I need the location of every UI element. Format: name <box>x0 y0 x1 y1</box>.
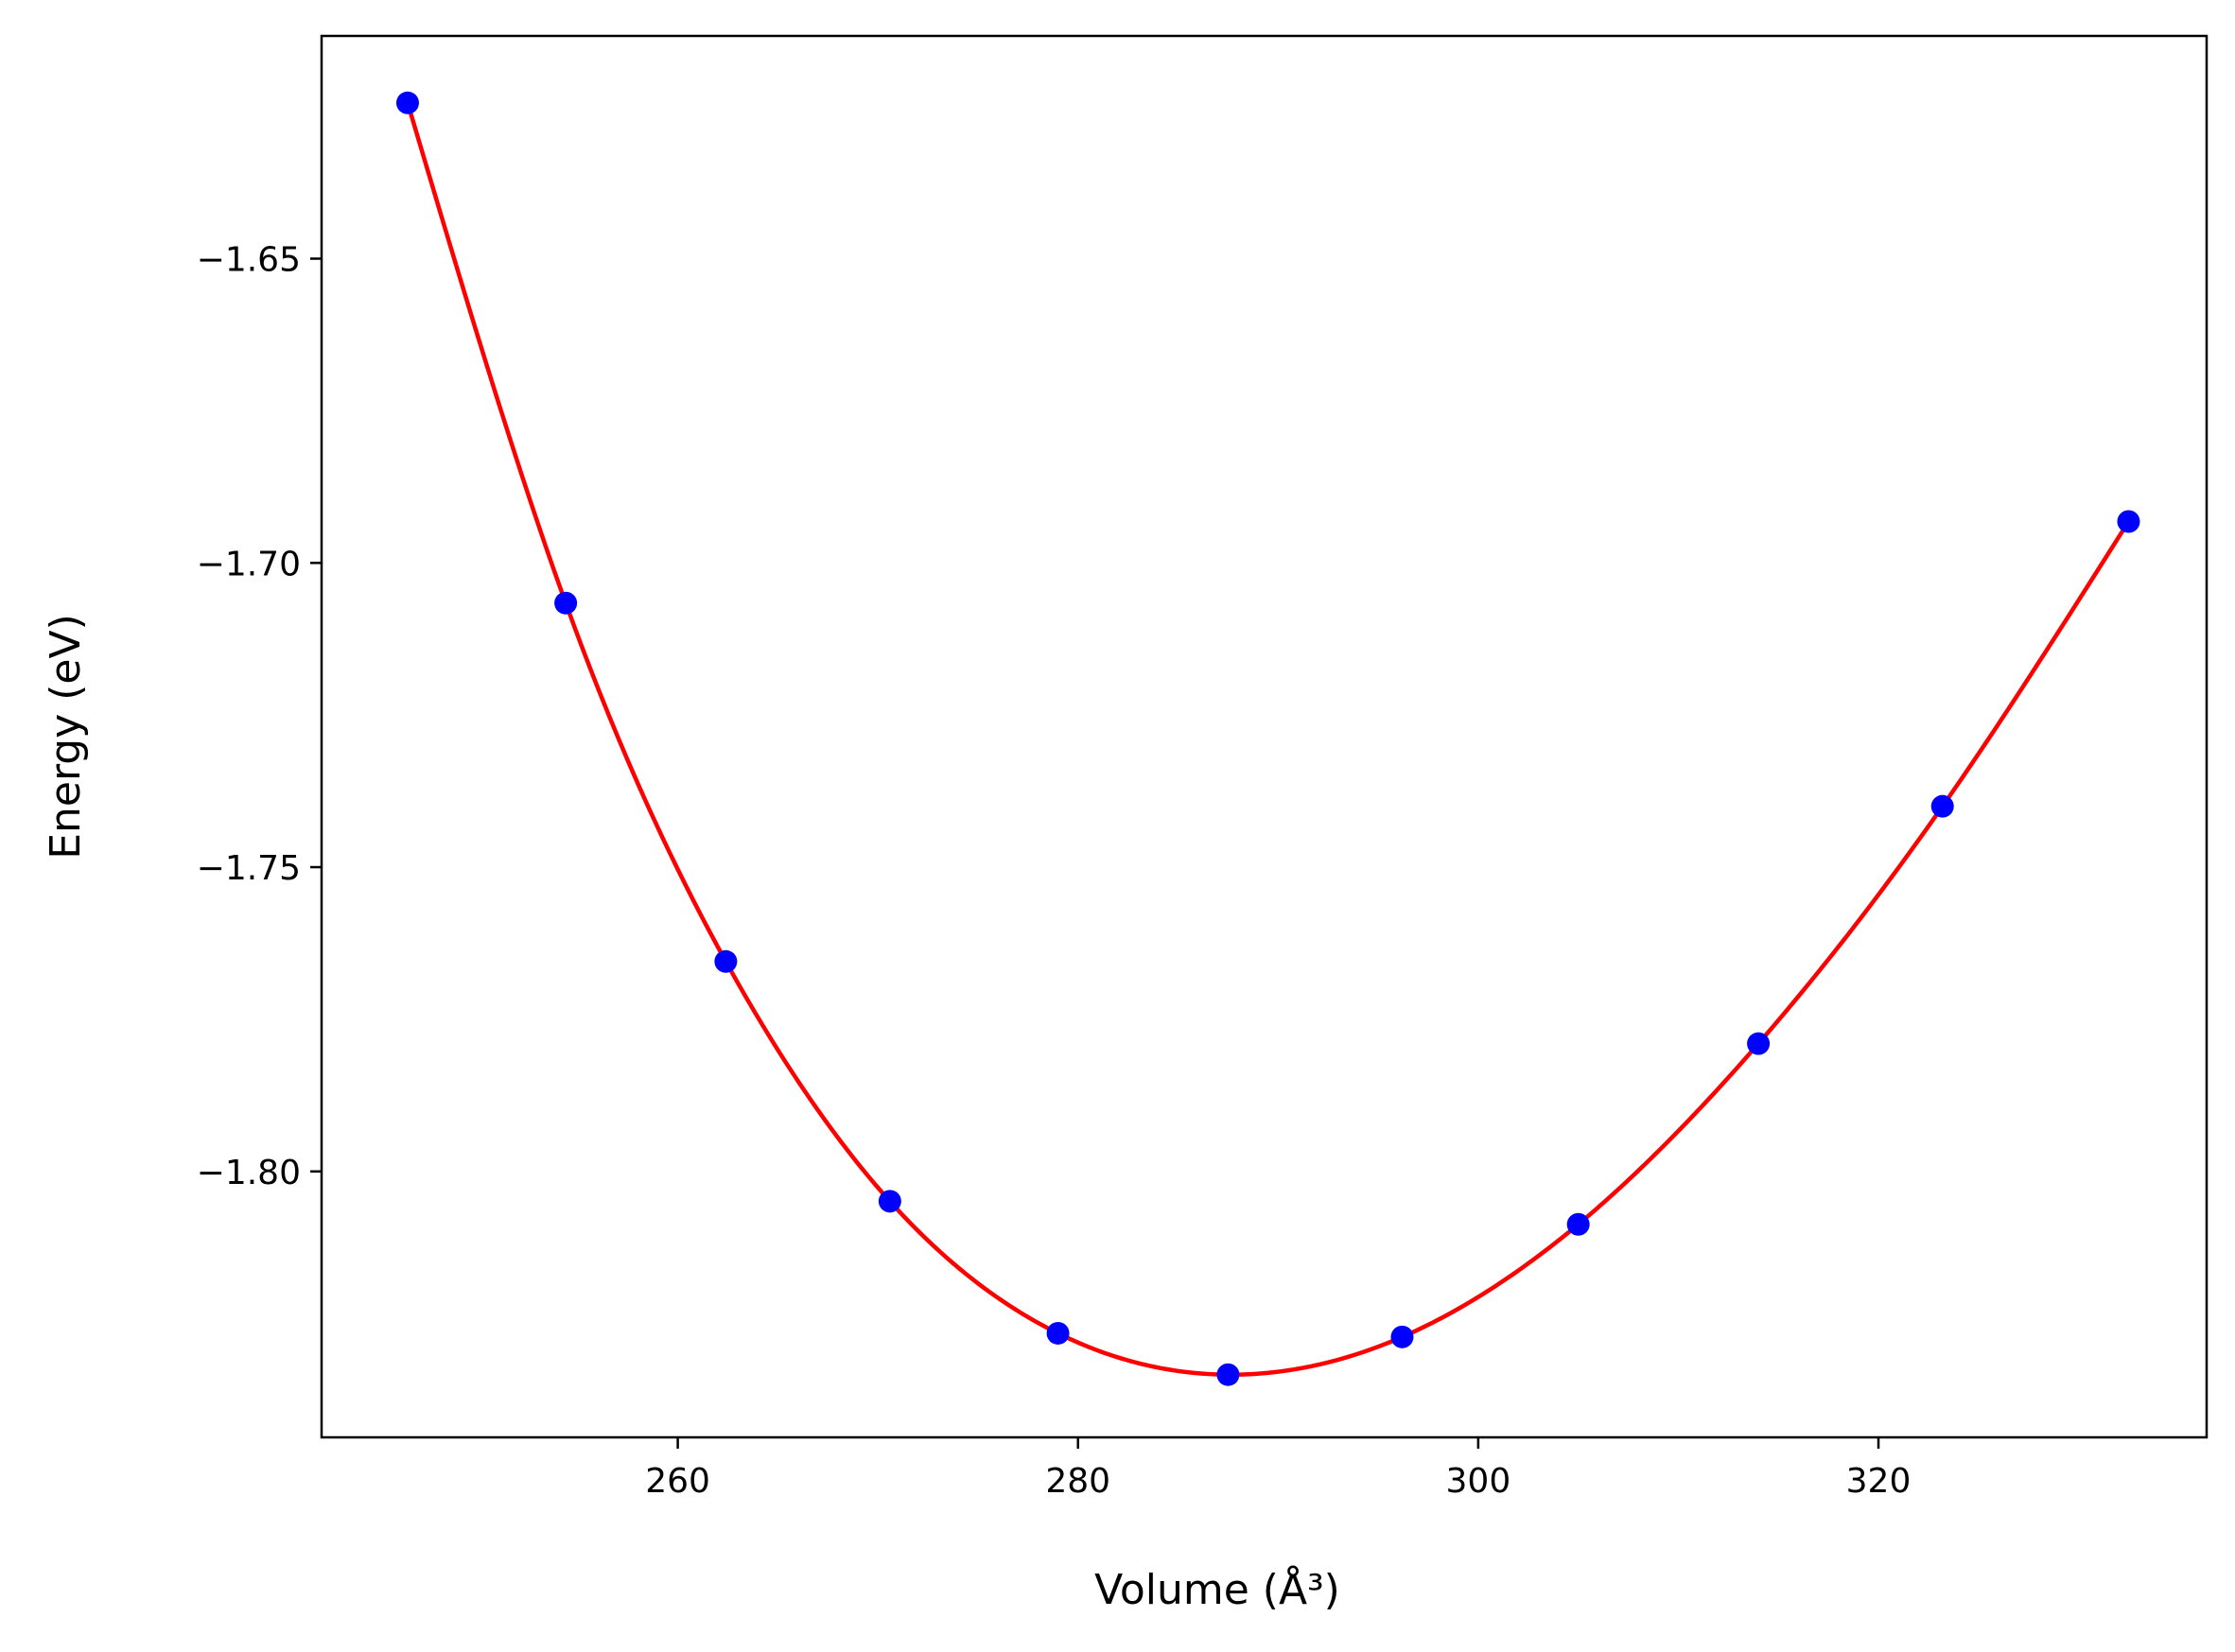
data-points <box>395 91 2140 1386</box>
x-axis-ticks: 260 280 300 320 <box>645 1437 1911 1501</box>
data-point <box>1046 1321 1070 1345</box>
data-point <box>1566 1212 1590 1236</box>
data-point <box>554 591 578 615</box>
x-tick-label: 260 <box>645 1462 710 1501</box>
y-tick-label: −1.65 <box>197 241 301 280</box>
y-tick-label: −1.70 <box>197 545 301 583</box>
x-axis-label: Volume (Å³) <box>1094 1564 1340 1614</box>
data-point <box>1930 794 1954 818</box>
plot-frame <box>320 34 2209 1439</box>
y-tick-label: −1.80 <box>197 1154 301 1192</box>
data-point <box>2117 510 2140 533</box>
data-point <box>395 91 419 114</box>
data-point <box>1216 1363 1240 1386</box>
x-tick-label: 300 <box>1446 1462 1511 1501</box>
x-tick-label: 280 <box>1045 1462 1110 1501</box>
y-axis-label: Energy (eV) <box>42 614 90 860</box>
data-point <box>1747 1032 1771 1055</box>
y-tick-label: −1.75 <box>197 849 301 888</box>
data-point <box>878 1190 901 1213</box>
data-point <box>714 949 738 973</box>
y-axis-ticks: −1.65 −1.70 −1.75 −1.80 <box>197 241 322 1192</box>
x-tick-label: 320 <box>1846 1462 1912 1501</box>
data-point <box>1390 1325 1414 1348</box>
